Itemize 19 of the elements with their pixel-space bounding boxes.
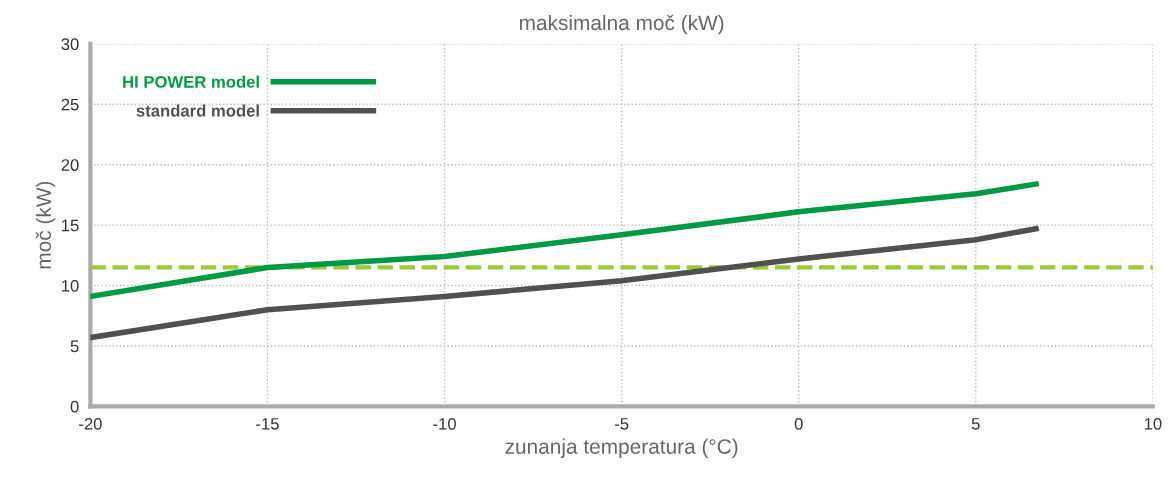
x-tick-label: -5 [614,418,629,430]
y-tick-label: 10 [62,279,79,292]
y-tick-label: 5 [70,340,79,353]
y-tick-label: 0 [70,400,79,413]
y-tick-label: 25 [61,98,79,111]
x-tick-label: -10 [433,417,456,430]
x-tick-label: 0 [794,417,803,430]
text: standard model [136,104,259,117]
x-axis-title: zunanja temperatura (°C) [505,438,738,459]
y-tick-label: 30 [61,38,79,51]
y-tick-label: 20 [61,159,79,171]
x-tick-label: 10 [1144,417,1162,430]
y-tick-label: 15 [62,219,79,232]
chart-title: maksimalna moč (kW) [520,14,724,35]
text: HI POWER model [123,75,259,88]
y-axis-title: moč (kW) [35,181,56,269]
x-tick-label: 5 [971,418,980,430]
x-tick-label: -20 [79,417,102,430]
x-tick-label: -15 [256,418,279,430]
